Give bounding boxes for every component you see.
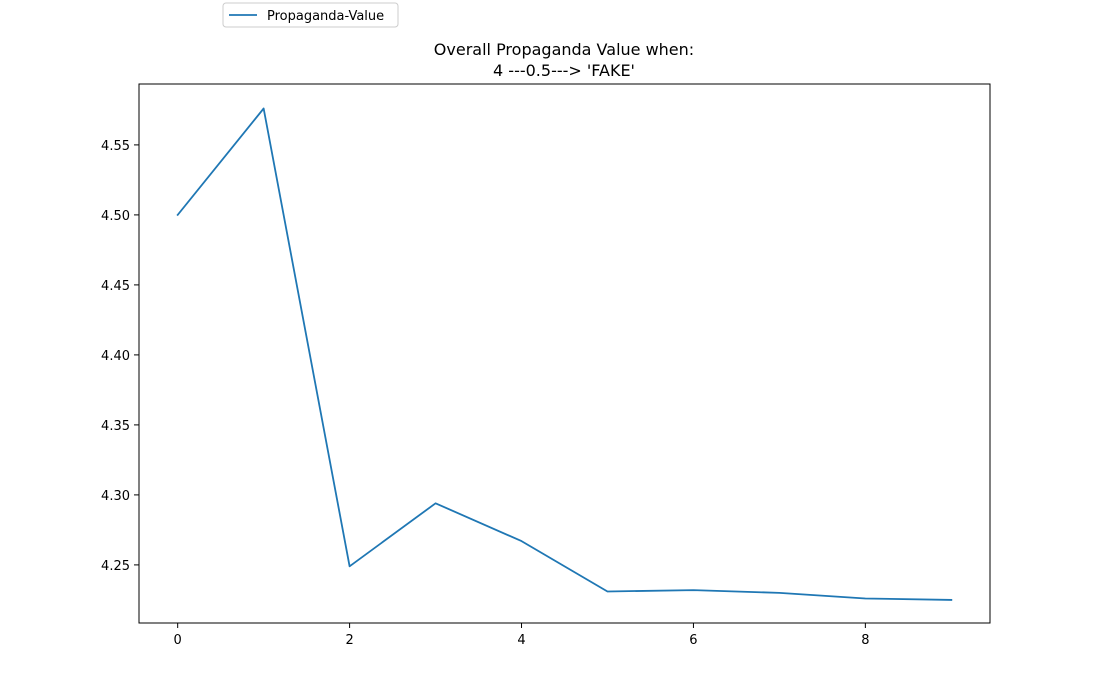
series-line-0 bbox=[176, 107, 953, 601]
legend-label: Propaganda-Value bbox=[267, 9, 384, 24]
axes-frame bbox=[138, 83, 991, 624]
y-tick-label: 4.25 bbox=[101, 559, 130, 574]
x-tick-label: 2 bbox=[345, 633, 353, 648]
y-tick-label: 4.50 bbox=[101, 209, 130, 224]
x-tick-label: 0 bbox=[174, 633, 182, 648]
chart-subtitle: 4 ---0.5---> 'FAKE' bbox=[493, 61, 635, 80]
chart-title: Overall Propaganda Value when: bbox=[434, 40, 694, 59]
x-tick-label: 8 bbox=[861, 633, 869, 648]
legend-box bbox=[222, 2, 399, 28]
y-tick-label: 4.30 bbox=[101, 489, 130, 504]
y-tick-label: 4.40 bbox=[101, 349, 130, 364]
plot-area: 0 2 4 6 8 4.25 4.30 4.35 4.40 4.45 4.50 4.55 bbox=[101, 83, 991, 648]
y-tick-label: 4.35 bbox=[101, 419, 130, 434]
x-tick-label: 6 bbox=[689, 633, 697, 648]
y-tick-label: 4.55 bbox=[101, 139, 130, 154]
legend: Propaganda-Value bbox=[222, 2, 399, 28]
x-tick-label: 4 bbox=[517, 633, 525, 648]
y-tick-label: 4.45 bbox=[101, 279, 130, 294]
